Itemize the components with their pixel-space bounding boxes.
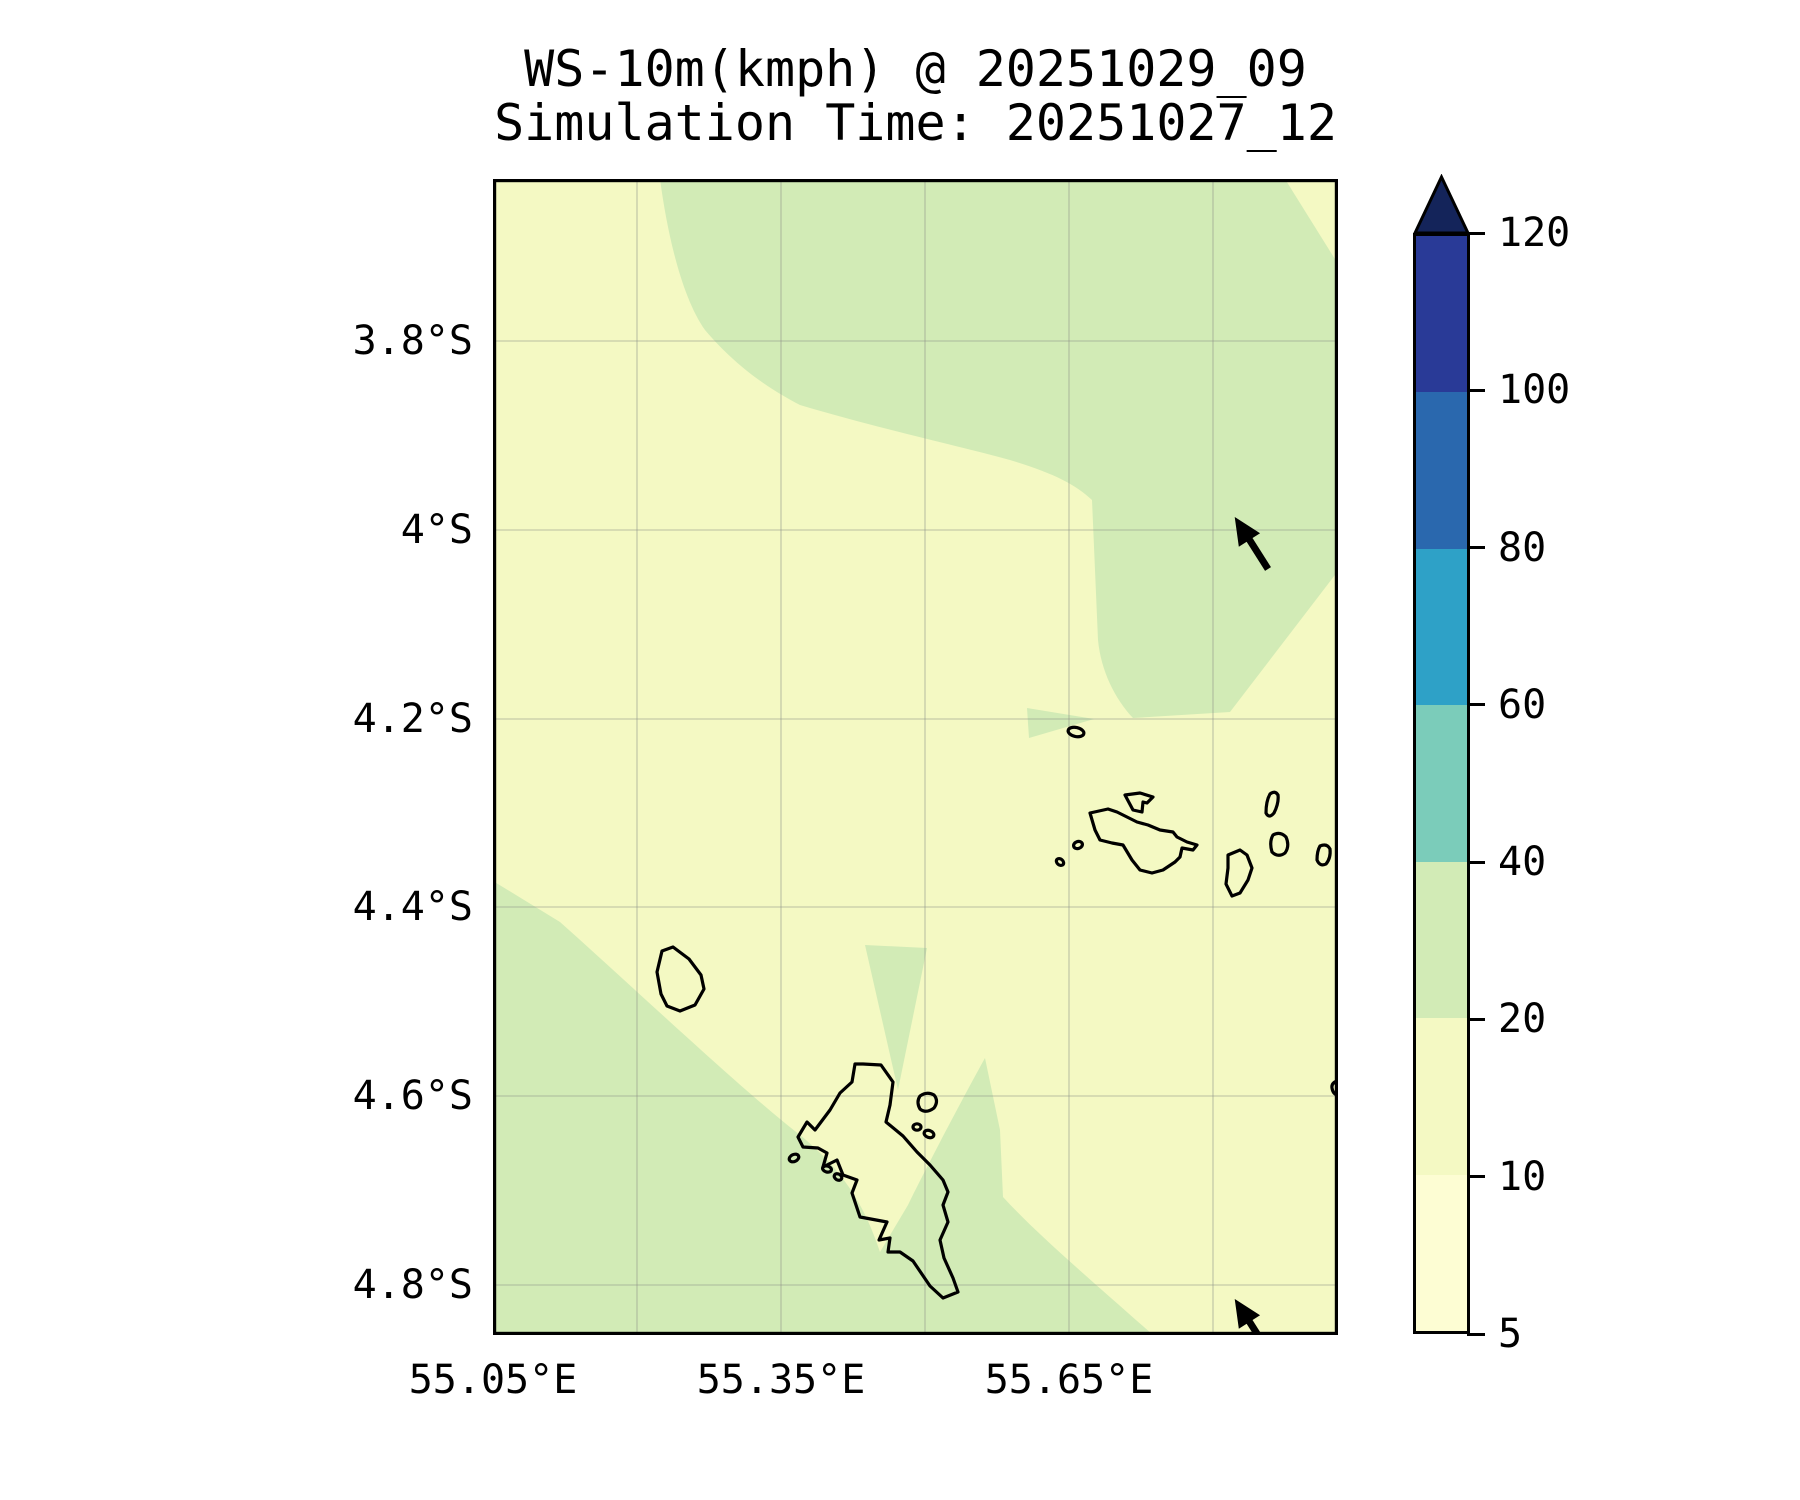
contour-fill-northeast-20-40	[660, 179, 1338, 718]
gridlines	[493, 179, 1338, 1335]
colorbar-tick-0	[1467, 231, 1485, 235]
contour-fill-wedge-small-20-40	[1027, 708, 1094, 738]
colorbar-tick-label-6: 10	[1498, 1153, 1547, 1200]
contour-fill-southwest-20-40	[493, 881, 1153, 1335]
colorbar-tick-7	[1467, 1332, 1485, 1336]
colorbar-tick-1	[1467, 388, 1485, 392]
islet-g	[916, 1091, 939, 1113]
colorbar-segment-4	[1416, 861, 1467, 1019]
contour-fill-ne-corner-10-20	[1285, 179, 1338, 264]
islet-l	[832, 1172, 844, 1182]
y-tick-label-4: 4.6°S	[352, 1073, 473, 1119]
plot-title: WS-10m(kmph) @ 20251029_09	[524, 40, 1307, 98]
plot-subtitle: Simulation Time: 20251027_12	[494, 94, 1337, 152]
y-tick-label-3: 4.4°S	[352, 884, 473, 930]
islet-i	[922, 1128, 936, 1140]
islet-j	[787, 1152, 801, 1164]
contour-fill-wedge-down-20-40	[865, 945, 927, 1090]
island-ne-flag	[1123, 791, 1155, 814]
colorbar-tick-label-3: 60	[1498, 681, 1547, 728]
island-large-south	[796, 1062, 960, 1300]
colorbar-segment-3	[1416, 705, 1467, 863]
map-panel	[493, 179, 1338, 1335]
y-tick-label-5: 4.8°S	[352, 1262, 473, 1308]
islet-a	[1066, 725, 1086, 739]
colorbar-tick-label-5: 20	[1498, 996, 1547, 1043]
islet-h	[911, 1122, 923, 1132]
colorbar-segment-1	[1416, 392, 1467, 550]
colorbar-tick-label-7: 5	[1498, 1311, 1523, 1357]
colorbar-tick-2	[1467, 546, 1485, 550]
wind-arrow-upper	[1234, 516, 1271, 571]
colorbar-tick-3	[1467, 703, 1485, 707]
colorbar-segment-2	[1416, 548, 1467, 706]
colorbar-tick-label-1: 100	[1498, 367, 1571, 414]
plot-title-block: WS-10m(kmph) @ 20251029_09 Simulation Ti…	[493, 42, 1338, 150]
y-tick-label-1: 4°S	[400, 507, 473, 553]
x-tick-label-1: 55.35°E	[696, 1357, 866, 1403]
islet-k	[820, 1164, 834, 1174]
island-ne-round	[1224, 848, 1254, 898]
y-tick-label-2: 4.2°S	[352, 696, 473, 742]
islet-f	[1315, 843, 1332, 867]
map-border	[493, 179, 1338, 1335]
y-tick-label-0: 3.8°S	[352, 318, 473, 364]
x-tick-label-2: 55.65°E	[984, 1357, 1154, 1403]
colorbar-segment-0	[1416, 236, 1467, 393]
colorbar-tick-6	[1467, 1175, 1485, 1179]
wind-arrows	[1234, 516, 1271, 1335]
colorbar-over-arrow	[1412, 173, 1471, 235]
islet-d	[1264, 790, 1280, 818]
colorbar-segment-5	[1416, 1018, 1467, 1176]
islet-b	[1072, 839, 1084, 851]
colorbar-segment-6	[1416, 1174, 1467, 1332]
coastlines	[655, 725, 1338, 1300]
islet-c	[1054, 856, 1066, 868]
colorbar-tick-label-2: 80	[1498, 524, 1547, 571]
colorbar	[1413, 233, 1470, 1334]
wind-arrow-lower	[1234, 1298, 1263, 1335]
x-tick-label-0: 55.05°E	[408, 1357, 578, 1403]
island-ne-main	[1088, 807, 1199, 875]
islet-e	[1269, 831, 1290, 857]
contour-map-svg	[493, 179, 1338, 1335]
island-round-west	[655, 945, 706, 1013]
colorbar-tick-5	[1467, 1017, 1485, 1021]
colorbar-tick-label-0: 120	[1498, 210, 1571, 256]
colorbar-tick-4	[1467, 860, 1485, 864]
colorbar-tick-label-4: 40	[1498, 839, 1547, 886]
